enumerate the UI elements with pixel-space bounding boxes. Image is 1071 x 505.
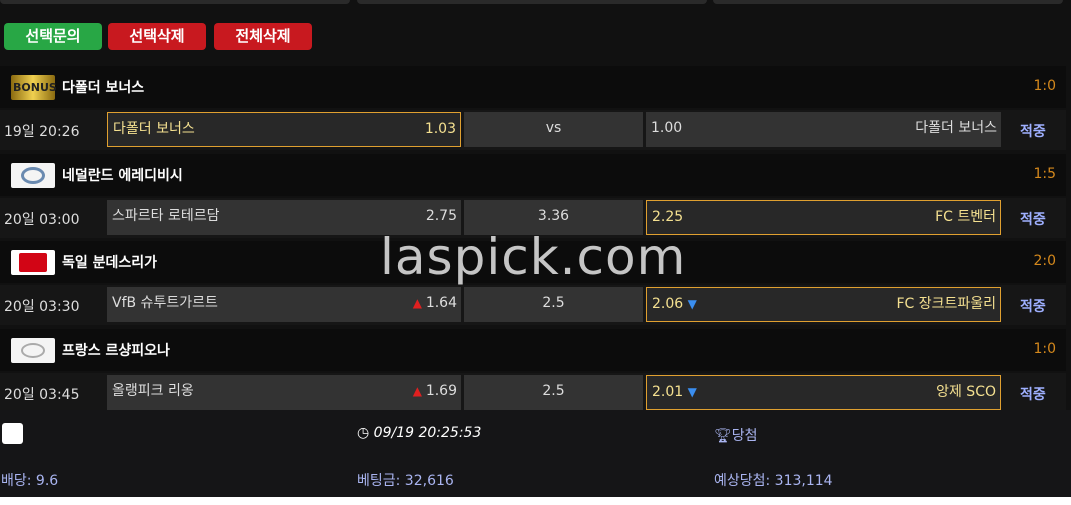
match-score: 1:0 [1033,340,1056,357]
result-badge: 적중 [1020,386,1046,403]
match-score: 2:0 [1033,253,1056,269]
match-time: 19일 20:26 [4,124,80,140]
match-time: 20일 03:45 [4,386,80,403]
slip-datetime: ◷ 09/19 20:25:53 [357,425,482,441]
away-odds: 1.00 [651,120,683,136]
home-team: 다폴더 보너스 [113,121,195,137]
league-header: 네덜란드 에레디비시 1:5 [0,153,1066,196]
match-time: 20일 03:30 [4,299,80,315]
home-odds: 2.75 [425,207,457,224]
away-team: FC 트벤터 [935,208,996,225]
select-checkbox[interactable] [2,423,23,444]
draw-odds: 2.5 [542,382,565,399]
top-tab[interactable] [357,0,707,4]
draw-odds-button[interactable]: vs [464,112,643,147]
away-odds-button[interactable]: 2.25 FC 트벤터 [646,199,1001,235]
away-odds-button[interactable]: 2.01 ▼ 앙제 SCO [646,374,1001,410]
away-odds: 2.01 [652,383,684,400]
total-odds: 배당: 9.6 [1,473,59,489]
win-status: 🏆︎당첨 [714,428,758,444]
home-odds-button[interactable]: VfB 슈투트가르트 ▲ 1.64 [107,287,461,322]
league-logo [11,162,55,188]
inquiry-button[interactable]: 선택문의 [4,23,102,50]
home-odds-button[interactable]: 올랭피크 리옹 ▲ 1.69 [107,374,461,410]
draw-odds: vs [545,120,562,136]
top-tab[interactable] [0,0,350,4]
delete-selected-button[interactable]: 선택삭제 [108,23,206,50]
watermark: laspick.com [380,228,687,286]
league-name: 프랑스 르샹피오나 [62,342,170,359]
bet-amount: 베팅금: 32,616 [357,473,454,489]
match-score: 1:5 [1033,165,1056,182]
league-logo [11,337,55,363]
away-team: 다폴더 보너스 [915,120,997,136]
league-header: BONUS 다폴더 보너스 1:0 [0,66,1066,108]
odds-up-icon: ▲ [412,383,426,398]
match-row: 19일 20:26 다폴더 보너스 1.03 vs 1.00 다폴더 보너스 적… [0,110,1066,150]
odds-up-icon: ▲ [412,296,426,310]
home-odds: 1.64 [425,295,457,311]
draw-odds: 3.36 [537,207,570,224]
result-badge: 적중 [1020,299,1046,315]
expected-win: 예상당첨: 313,114 [714,473,833,489]
trophy-icon: 🏆︎ [714,428,732,444]
away-odds-button[interactable]: 1.00 다폴더 보너스 [646,112,1001,147]
bet-summary: ◷ 09/19 20:25:53 🏆︎당첨 배당: 9.6 베팅금: 32,61… [0,410,1071,497]
home-odds-button[interactable]: 다폴더 보너스 1.03 [107,112,461,147]
draw-odds: 2.5 [542,295,565,311]
home-team: 스파르타 로테르담 [112,207,220,224]
draw-odds-button[interactable]: 3.36 [464,199,643,235]
match-row: 20일 03:30 VfB 슈투트가르트 ▲ 1.64 2.5 2.06 ▼ F… [0,285,1066,325]
delete-all-button[interactable]: 전체삭제 [214,23,312,50]
league-name: 다폴더 보너스 [62,80,145,96]
league-name: 독일 분데스리가 [62,255,158,271]
away-team: 앙제 SCO [936,383,996,400]
away-odds-button[interactable]: 2.06 ▼ FC 장크트파울리 [646,287,1001,322]
league-logo: BONUS [11,75,57,100]
draw-odds-button[interactable]: 2.5 [464,374,643,410]
home-odds-button[interactable]: 스파르타 로테르담 2.75 [107,199,461,235]
league-header: 독일 분데스리가 2:0 [0,241,1066,283]
odds-down-icon: ▼ [687,384,697,399]
match-score: 1:0 [1033,78,1056,94]
top-tab[interactable] [713,0,1063,4]
league-name: 네덜란드 에레디비시 [62,167,183,184]
result-badge: 적중 [1020,211,1046,228]
clock-icon: ◷ [357,425,374,441]
home-team: VfB 슈투트가르트 [112,295,218,311]
home-team: 올랭피크 리옹 [112,382,194,399]
league-logo [11,250,55,275]
away-odds: 2.06 [652,296,684,312]
league-header: 프랑스 르샹피오나 1:0 [0,328,1066,371]
away-team: FC 장크트파울리 [896,296,996,312]
home-odds: 1.69 [425,382,457,399]
result-badge: 적중 [1020,124,1046,140]
match-time: 20일 03:00 [4,211,80,228]
home-odds: 1.03 [424,121,456,137]
match-row: 20일 03:00 스파르타 로테르담 2.75 3.36 2.25 FC 트벤… [0,197,1066,238]
away-odds: 2.25 [652,208,684,225]
draw-odds-button[interactable]: 2.5 [464,287,643,322]
match-row: 20일 03:45 올랭피크 리옹 ▲ 1.69 2.5 2.01 ▼ 앙제 S… [0,372,1066,413]
odds-down-icon: ▼ [687,297,697,311]
